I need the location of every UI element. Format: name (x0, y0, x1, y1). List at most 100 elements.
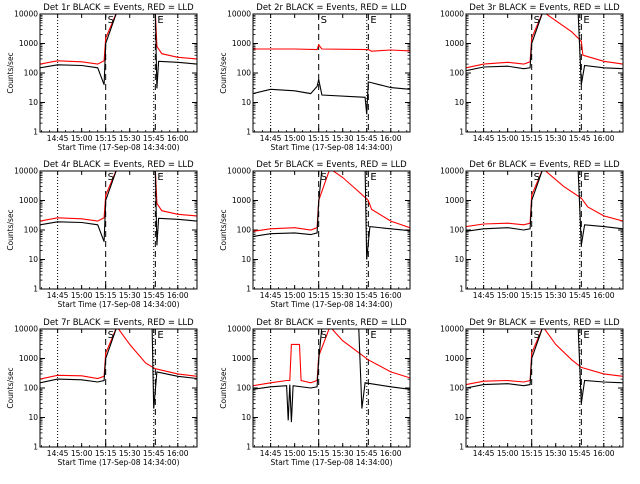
y-axis-label: Counts/sec (219, 367, 228, 408)
x-tick-label: 15:30 (545, 134, 567, 143)
x-tick-label: 15:00 (497, 449, 519, 458)
x-axis-label: Start Time (17-Sep-08 14:34:00) (271, 300, 393, 309)
x-tick-label: 15:15 (308, 134, 330, 143)
y-tick-label: 10000 (440, 10, 464, 19)
x-tick-label: 15:30 (332, 291, 354, 300)
marker-label: E (157, 15, 163, 26)
y-tick-label: 1000 (445, 354, 464, 363)
series-line-lld (40, 171, 197, 222)
y-tick-label: 1000 (19, 39, 38, 48)
panel-4: Det 4r BLACK = Events, RED = LLD 1 10 100 10… (6, 160, 198, 309)
x-tick-label: 15:45 (143, 134, 165, 143)
x-tick-label: 16:00 (380, 449, 402, 458)
x-tick-label: 15:30 (332, 449, 354, 458)
series-line-events (253, 171, 410, 260)
y-tick-label: 100 (24, 226, 39, 235)
x-axis-label: Start Time (17-Sep-08 14:34:00) (271, 143, 393, 152)
plot-frame (252, 170, 411, 290)
series-line-events (253, 79, 410, 115)
x-tick-label: 15:45 (356, 134, 378, 143)
x-tick-label: 15:30 (119, 449, 141, 458)
y-axis-label: Counts/sec (6, 52, 15, 93)
x-tick-label: 15:30 (119, 134, 141, 143)
x-tick-label: 15:45 (143, 291, 165, 300)
panel-title: Det 2r BLACK = Events, RED = LLD (256, 3, 407, 13)
marker-label: S (321, 330, 327, 341)
y-tick-label: 1 (33, 443, 38, 452)
y-tick-label: 1 (246, 443, 251, 452)
x-tick-label: 15:00 (71, 134, 93, 143)
x-tick-label: 14:45 (260, 291, 282, 300)
panel-9: Det 9r BLACK = Events, RED = LLD 1 10 100 10… (440, 318, 624, 458)
y-tick-label: 1000 (19, 196, 38, 205)
y-tick-label: 1 (459, 128, 464, 137)
marker-label: E (583, 15, 589, 26)
y-axis-label: Counts/sec (219, 52, 228, 93)
marker-label: E (583, 172, 589, 183)
y-tick-label: 1 (33, 128, 38, 137)
y-tick-label: 100 (237, 69, 252, 78)
y-tick-label: 100 (450, 226, 465, 235)
series-line-lld (466, 329, 623, 386)
plot-area (40, 329, 197, 447)
y-axis-label: Counts/sec (219, 209, 228, 250)
marker-label: S (534, 15, 540, 26)
y-tick-label: 10000 (14, 167, 38, 176)
marker-label: E (370, 330, 376, 341)
y-tick-label: 100 (237, 384, 252, 393)
y-tick-label: 10000 (14, 325, 38, 334)
y-tick-label: 1000 (232, 354, 251, 363)
y-axis-label: Counts/sec (6, 367, 15, 408)
panel-title: Det 3r BLACK = Events, RED = LLD (469, 3, 620, 13)
y-tick-label: 10 (241, 255, 251, 264)
series-line-events (40, 329, 197, 409)
panel-5: Det 5r BLACK = Events, RED = LLD 1 10 100 10… (219, 160, 411, 309)
series-line-lld (466, 171, 623, 228)
plot-area (466, 329, 623, 447)
x-tick-label: 16:00 (380, 134, 402, 143)
y-tick-label: 1000 (232, 196, 251, 205)
marker-label: E (370, 172, 376, 183)
y-tick-label: 10000 (227, 167, 251, 176)
y-tick-label: 10 (454, 255, 464, 264)
marker-label: S (534, 172, 540, 183)
marker-label: E (370, 15, 376, 26)
x-tick-label: 14:45 (473, 291, 495, 300)
x-tick-label: 15:00 (71, 449, 93, 458)
y-tick-label: 1 (459, 443, 464, 452)
y-tick-label: 10000 (227, 10, 251, 19)
series-line-lld (40, 14, 197, 65)
x-tick-label: 15:15 (521, 291, 543, 300)
panel-1: Det 1r BLACK = Events, RED = LLD 1 10 100 10… (6, 3, 198, 152)
x-tick-label: 16:00 (593, 291, 615, 300)
x-tick-label: 14:45 (47, 134, 69, 143)
marker-label: S (108, 172, 114, 183)
x-tick-label: 15:15 (308, 291, 330, 300)
marker-label: S (108, 330, 114, 341)
series-line-lld (466, 14, 623, 69)
y-tick-label: 10 (454, 98, 464, 107)
x-axis-label: Start Time (17-Sep-08 14:34:00) (271, 458, 393, 467)
plot-frame (465, 170, 624, 290)
x-tick-label: 15:45 (143, 449, 165, 458)
series-line-events (40, 14, 197, 89)
plot-frame (465, 13, 624, 133)
x-tick-label: 15:45 (356, 291, 378, 300)
y-tick-label: 1 (246, 128, 251, 137)
plot-frame (39, 13, 198, 133)
y-tick-label: 10 (454, 413, 464, 422)
y-tick-label: 10000 (227, 325, 251, 334)
marker-label: S (321, 172, 327, 183)
y-tick-label: 10 (28, 255, 38, 264)
y-tick-label: 100 (237, 226, 252, 235)
x-tick-label: 15:45 (356, 449, 378, 458)
panel-title: Det 5r BLACK = Events, RED = LLD (256, 160, 407, 170)
series-line-events (466, 14, 623, 85)
y-tick-label: 10 (28, 98, 38, 107)
marker-label: S (108, 15, 114, 26)
plot-frame (252, 328, 411, 448)
y-tick-label: 10000 (440, 167, 464, 176)
x-tick-label: 14:45 (473, 134, 495, 143)
series-line-events (466, 329, 623, 404)
